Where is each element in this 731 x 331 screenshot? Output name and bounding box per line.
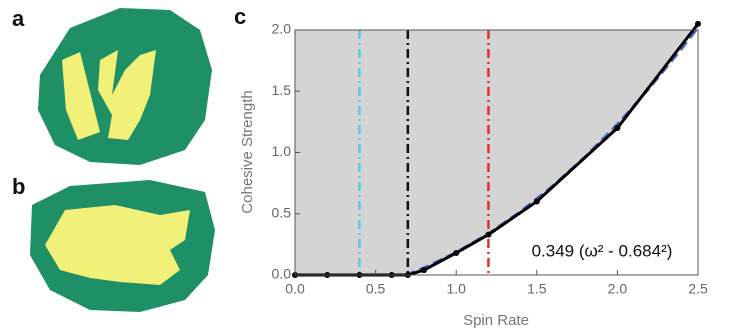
annotation: 0.349 (ω² - 0.684²) [532,241,673,260]
x-tick-label: 2.0 [608,281,628,297]
data-point [533,198,540,205]
y-tick-label: 2.0 [272,21,292,37]
y-axis-label: Cohesive Strength [239,90,256,213]
asteroid-a [38,8,212,165]
asteroid-b [30,180,215,312]
panel-label: c [234,4,246,29]
x-tick-label: 0.5 [366,281,386,297]
annotation-box [510,232,694,270]
data-point [420,267,427,274]
x-tick-label: 1.0 [446,281,466,297]
data-point [614,125,621,131]
data-point [695,20,701,27]
panel-label: b [12,174,25,199]
x-tick-label: 0.0 [285,281,305,297]
x-axis-label: Spin Rate [463,312,529,329]
y-tick-label: 0.5 [272,204,292,220]
x-tick-label: 1.5 [527,281,547,297]
x-tick-label: 2.5 [688,281,708,297]
panel-label: a [12,6,25,31]
y-tick-label: 0.0 [272,266,292,282]
data-point [453,249,460,256]
y-tick-label: 1.5 [272,82,292,98]
data-point [485,231,492,238]
y-tick-label: 1.0 [272,143,292,159]
shaded-region [295,23,698,275]
